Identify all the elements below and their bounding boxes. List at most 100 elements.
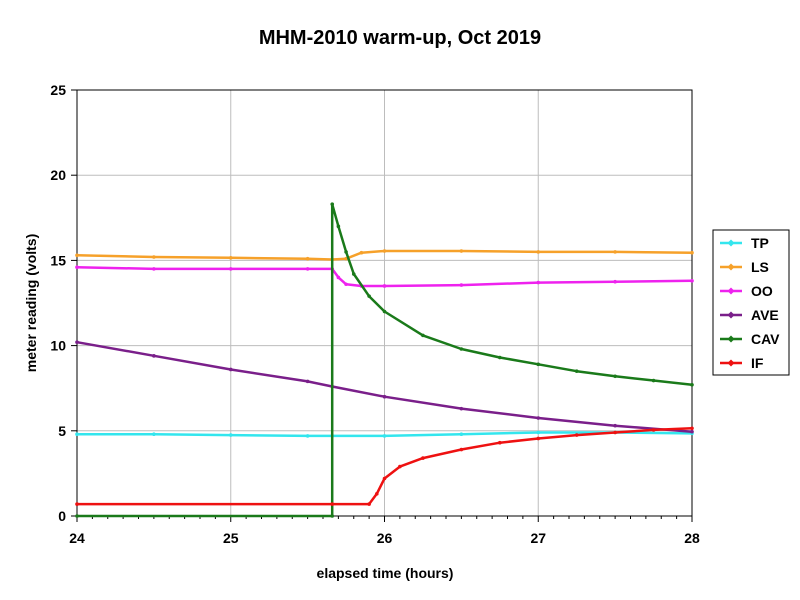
- chart-title: MHM-2010 warm-up, Oct 2019: [259, 27, 541, 49]
- legend-label-tp: TP: [751, 235, 769, 251]
- data-point: [382, 476, 387, 481]
- data-point: [536, 416, 541, 420]
- data-point: [228, 267, 233, 271]
- data-point: [75, 502, 79, 506]
- data-point: [382, 434, 387, 438]
- data-point: [351, 272, 356, 276]
- data-point: [459, 347, 464, 351]
- data-point: [75, 253, 79, 258]
- data-point: [344, 250, 348, 254]
- data-point: [690, 279, 694, 283]
- data-point: [459, 283, 464, 287]
- y-axis-label: meter reading (volts): [23, 234, 39, 372]
- data-point: [574, 433, 579, 437]
- data-point: [75, 432, 79, 437]
- data-point: [398, 464, 402, 469]
- legend-label-oo: OO: [751, 283, 773, 299]
- data-point: [690, 429, 694, 434]
- x-tick-label: 26: [377, 530, 393, 546]
- data-point: [75, 340, 79, 344]
- x-tick-label: 24: [69, 530, 85, 546]
- series-group: [75, 202, 694, 518]
- data-point: [613, 279, 617, 284]
- series-line-if: [77, 426, 693, 506]
- data-point: [498, 440, 502, 445]
- data-point: [459, 432, 464, 437]
- data-point: [152, 354, 156, 358]
- data-point: [459, 447, 464, 452]
- series-line-ls: [76, 249, 693, 261]
- data-point: [330, 502, 335, 506]
- series-line-ave: [76, 340, 693, 433]
- data-point: [382, 249, 387, 253]
- legend: TP LS OO AVE CAV IF: [712, 229, 790, 376]
- data-point: [613, 374, 617, 379]
- y-tick-label: 20: [50, 167, 66, 183]
- data-point: [382, 284, 387, 288]
- data-point: [305, 267, 310, 271]
- series-if: [75, 426, 694, 506]
- legend-box: [712, 229, 790, 376]
- data-point: [305, 256, 310, 261]
- data-point: [613, 423, 617, 428]
- data-point: [459, 249, 464, 253]
- series-line-cav: [77, 202, 693, 518]
- data-point: [152, 432, 156, 437]
- data-point: [690, 426, 694, 431]
- data-point: [651, 428, 656, 432]
- data-point: [305, 379, 310, 384]
- legend-marker: [727, 287, 735, 295]
- x-axis-label: elapsed time (hours): [317, 565, 454, 581]
- data-point: [613, 430, 617, 435]
- series-oo: [75, 265, 694, 288]
- data-point: [344, 282, 348, 287]
- data-point: [330, 202, 335, 206]
- data-point: [421, 333, 425, 338]
- legend-marker: [727, 239, 735, 247]
- grid: [76, 89, 693, 517]
- y-tick-label: 25: [50, 82, 66, 98]
- x-tick-label: 27: [530, 530, 546, 546]
- y-tick-label: 5: [58, 423, 66, 439]
- series-line-tp: [77, 431, 693, 438]
- data-point: [367, 502, 371, 506]
- data-point: [375, 492, 379, 496]
- legend-marker: [727, 359, 735, 367]
- legend-marker: [727, 311, 735, 319]
- y-tick-label: 0: [58, 508, 66, 524]
- data-point: [459, 406, 464, 411]
- data-point: [75, 265, 79, 270]
- legend-label-ave: AVE: [751, 307, 779, 323]
- data-point: [336, 224, 341, 229]
- data-point: [421, 456, 425, 460]
- legend-marker: [727, 263, 735, 271]
- x-tick-label: 25: [223, 530, 239, 546]
- data-point: [613, 250, 617, 254]
- data-point: [336, 275, 341, 280]
- series-cav: [75, 202, 694, 518]
- data-point: [152, 267, 156, 271]
- data-point: [574, 369, 579, 373]
- data-point: [690, 250, 694, 255]
- data-point: [228, 433, 233, 437]
- data-point: [305, 434, 310, 438]
- legend-label-if: IF: [751, 355, 764, 371]
- data-point: [228, 367, 233, 372]
- data-point: [498, 355, 502, 360]
- data-point: [536, 430, 541, 435]
- data-point: [367, 294, 371, 298]
- data-point: [536, 436, 541, 441]
- series-ave: [75, 340, 694, 434]
- data-point: [228, 256, 233, 260]
- series-ls: [75, 249, 694, 262]
- data-point: [382, 309, 387, 314]
- y-tick-label: 10: [50, 338, 66, 354]
- data-point: [690, 382, 694, 387]
- data-point: [75, 514, 79, 518]
- data-point: [152, 255, 156, 259]
- legend-marker: [727, 335, 735, 343]
- data-point: [651, 378, 656, 383]
- data-point: [536, 280, 541, 285]
- legend-label-ls: LS: [751, 259, 769, 275]
